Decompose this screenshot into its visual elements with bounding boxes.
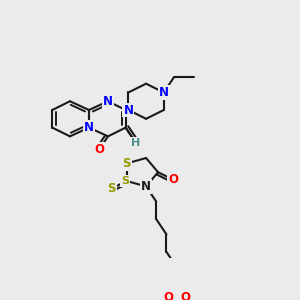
Text: S: S bbox=[107, 182, 116, 195]
Text: O: O bbox=[163, 291, 173, 300]
Text: N: N bbox=[159, 86, 169, 99]
Text: O: O bbox=[180, 291, 190, 300]
Text: O: O bbox=[94, 143, 104, 156]
Text: N: N bbox=[141, 180, 151, 193]
Text: H: H bbox=[131, 138, 140, 148]
Text: S: S bbox=[122, 157, 131, 170]
Text: N: N bbox=[84, 121, 94, 134]
Text: H: H bbox=[163, 291, 173, 300]
Text: S: S bbox=[121, 176, 129, 186]
Text: O: O bbox=[168, 173, 178, 186]
Text: N: N bbox=[123, 103, 134, 116]
Text: N: N bbox=[103, 95, 113, 108]
